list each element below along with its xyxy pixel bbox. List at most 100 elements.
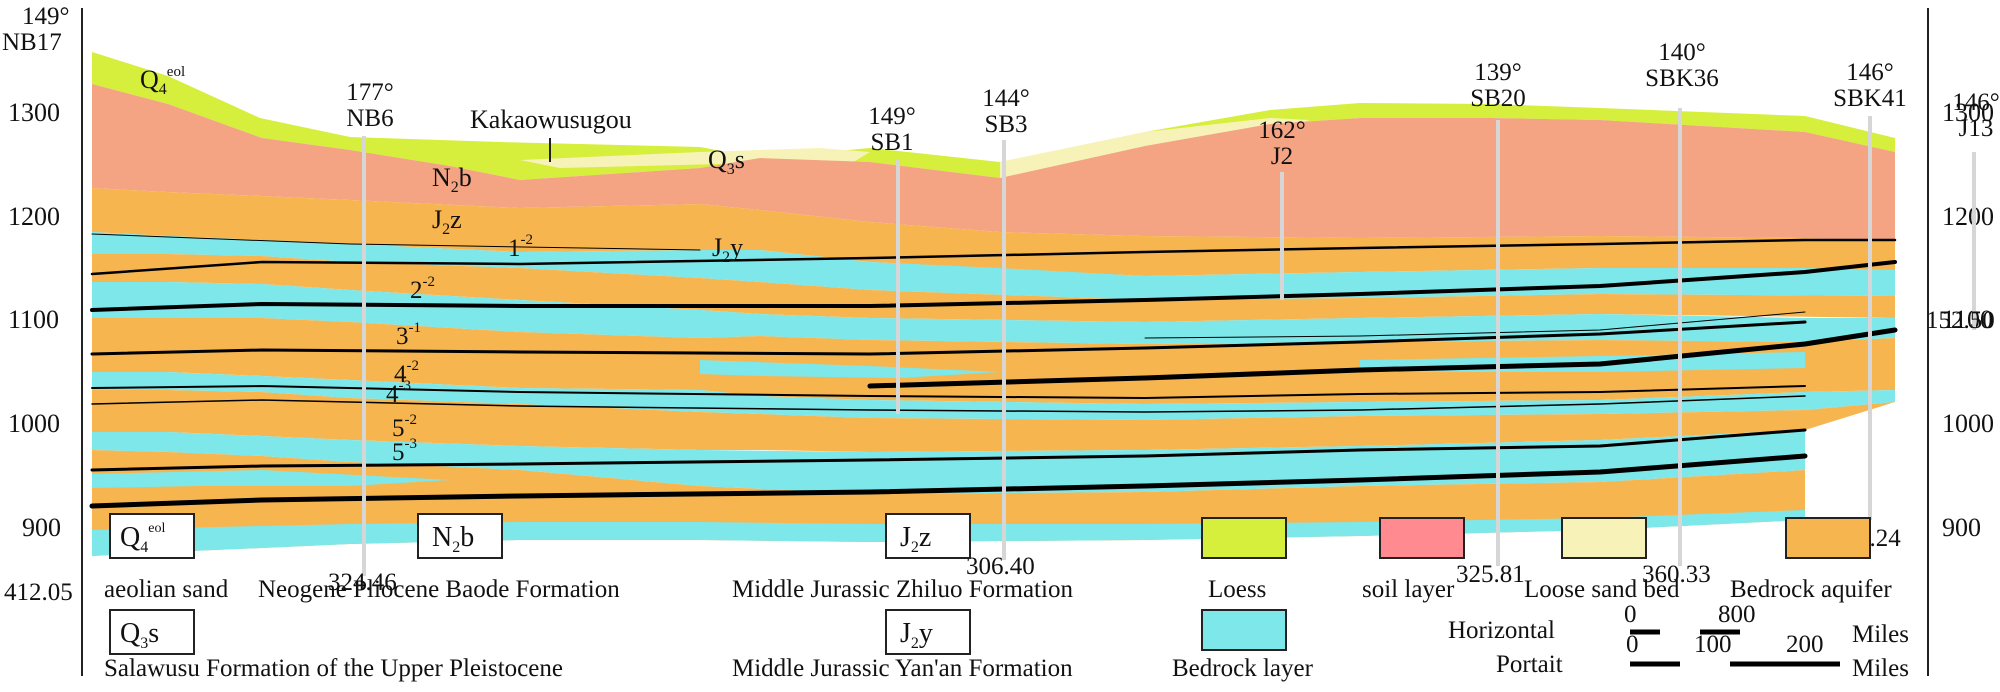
label-j2z: J2z — [432, 205, 462, 238]
bedrock-lens-3 — [92, 470, 450, 488]
right-tick-1000: 1000 — [1942, 409, 1994, 438]
legend-q4-symbol: Q4eol — [120, 521, 165, 556]
borehole-nb17-angle: 149° — [22, 3, 70, 30]
legend-n2b-box — [417, 513, 503, 559]
coal-label-2-2: 2-2 — [410, 274, 435, 304]
legend-aquifer-label: Bedrock aquifer — [1730, 576, 1892, 603]
right-tick-900: 900 — [1942, 513, 1981, 542]
legend-q4-desc: aeolian sand — [104, 576, 229, 603]
label-q3s: Q3s — [708, 145, 745, 178]
scale-p-start: 0 — [1626, 631, 1639, 658]
aquifer-band-4 — [92, 390, 1895, 452]
borehole-j2-angle: 162° — [1258, 117, 1306, 144]
legend-loess-swatch — [1201, 517, 1287, 559]
legend: Q4eol N2b J2z aeolian sand Neogene Plioc… — [104, 513, 1892, 682]
legend-bedrock-label: Bedrock layer — [1172, 655, 1314, 682]
scale-portrait-label: Portait — [1496, 651, 1563, 678]
left-axis: 1300 1200 1100 1000 900 — [8, 98, 61, 542]
legend-loess-label: Loess — [1208, 576, 1266, 603]
borehole-sbk41-id: SBK41 — [1833, 85, 1907, 112]
left-tick-1000: 1000 — [8, 409, 60, 438]
scale-p-end: 200 — [1786, 631, 1824, 658]
bedrock-lens-1 — [700, 360, 1000, 378]
legend-q3-box — [109, 609, 195, 655]
coal-label-4-3: 4-3 — [386, 378, 411, 408]
thin-line-a — [91, 233, 701, 251]
coal-seam-4-3 — [91, 395, 1806, 413]
right-tick-1100: 1100 — [1942, 305, 1993, 334]
scale-h-end: 800 — [1718, 601, 1756, 628]
legend-sand-label: Loose sand bed — [1524, 576, 1680, 603]
legend-j2y-box — [885, 609, 971, 655]
depth-nb6: 324.46 — [328, 569, 397, 596]
scale-h-start: 0 — [1624, 601, 1637, 628]
label-q4eol: Q4eol — [140, 64, 185, 98]
scale-bars: Horizontal Portait 0 800 Miles 0 100 200… — [1448, 601, 1909, 682]
coal-label-5-2: 5-2 — [392, 412, 417, 442]
layer-labels: Q4eol N2b Q3s J2z J2y — [140, 64, 745, 266]
depth-sbk36: 360.33 — [1642, 561, 1711, 588]
scale-p-units: Miles — [1852, 655, 1909, 682]
label-j2y: J2y — [712, 233, 743, 266]
legend-j2y-symbol: J2y — [900, 618, 933, 652]
borehole-nb6-angle: 177° — [346, 79, 394, 106]
borehole-sbk36-angle: 140° — [1658, 39, 1706, 66]
borehole-sb3-id: SB3 — [984, 111, 1027, 138]
thin-line-b — [1144, 311, 1806, 339]
borehole-sbk41-angle: 146° — [1846, 59, 1894, 86]
frame — [81, 8, 1929, 676]
coal-seam-5-3 — [89, 453, 1808, 509]
legend-n2b-symbol: N2b — [432, 522, 474, 556]
depth-nb17: 412.05 — [4, 579, 73, 606]
depth-sb20: 325.81 — [1456, 561, 1525, 588]
bedrock-layer-2 — [92, 282, 1895, 344]
depth-sb3: 306.40 — [966, 553, 1035, 580]
legend-q3-symbol: Q3s — [120, 618, 159, 652]
coal-seam-3-1 — [90, 320, 1807, 356]
legend-j2z-box — [885, 513, 971, 559]
legend-q4-box — [109, 513, 195, 559]
left-tick-1300: 1300 — [8, 98, 60, 127]
coal-label-3-1: 3-1 — [396, 320, 421, 350]
aquifer-band-2 — [92, 254, 1895, 322]
coal-seam-1-2 — [90, 238, 1897, 276]
left-tick-1200: 1200 — [8, 202, 60, 231]
legend-aquifer-swatch — [1785, 517, 1871, 559]
right-tick-1200: 1200 — [1942, 202, 1994, 231]
borehole-sb1-id: SB1 — [870, 129, 913, 156]
scale-h-units: Miles — [1852, 621, 1909, 648]
legend-soil-label: soil layer — [1362, 576, 1455, 603]
coal-seam-4-2 — [91, 384, 1806, 400]
coal-label-1-2: 1-2 — [508, 232, 533, 262]
place-label: Kakaowusugou — [470, 105, 632, 134]
coal-seam-3-1b — [867, 327, 1898, 389]
borehole-labels: 149° NB17 177° NB6 149° SB1 144° SB3 162… — [2, 3, 2000, 170]
label-n2b: N2b — [432, 163, 472, 196]
right-tick-1300: 1300 — [1942, 98, 1994, 127]
legend-sand-swatch — [1561, 517, 1647, 559]
loess-band — [92, 52, 1895, 180]
legend-j2z-symbol: J2z — [900, 522, 931, 556]
borehole-sb20-id: SB20 — [1470, 85, 1526, 112]
borehole-sb1-angle: 149° — [868, 103, 916, 130]
depth-j13: 152.50 — [1926, 307, 1995, 334]
coal-label-5-3: 5-3 — [392, 436, 417, 466]
borehole-nb17-id: NB17 — [2, 29, 62, 56]
legend-q3-desc: Salawusu Formation of the Upper Pleistoc… — [104, 655, 563, 682]
legend-n2b-desc: Neogene Pliocene Baode Formation — [258, 576, 620, 603]
borehole-sb3-angle: 144° — [982, 85, 1030, 112]
borehole-j13-id: J13 — [1959, 115, 1994, 142]
aquifer-band-3 — [92, 318, 1895, 404]
bedrock-layer-1 — [92, 232, 1895, 300]
left-tick-900: 900 — [22, 513, 61, 542]
scale-horizontal-label: Horizontal — [1448, 617, 1555, 644]
borehole-j13-angle: 146° — [1952, 89, 2000, 116]
soil-layer — [92, 84, 1895, 242]
legend-bedrock-swatch — [1201, 609, 1287, 651]
scale-p-mid: 100 — [1694, 631, 1732, 658]
coal-seam-2-2 — [90, 260, 1897, 312]
borehole-lines — [362, 108, 1976, 576]
legend-j2y-desc: Middle Jurassic Yan'an Formation — [732, 655, 1073, 682]
coal-label-4-2: 4-2 — [394, 358, 419, 388]
